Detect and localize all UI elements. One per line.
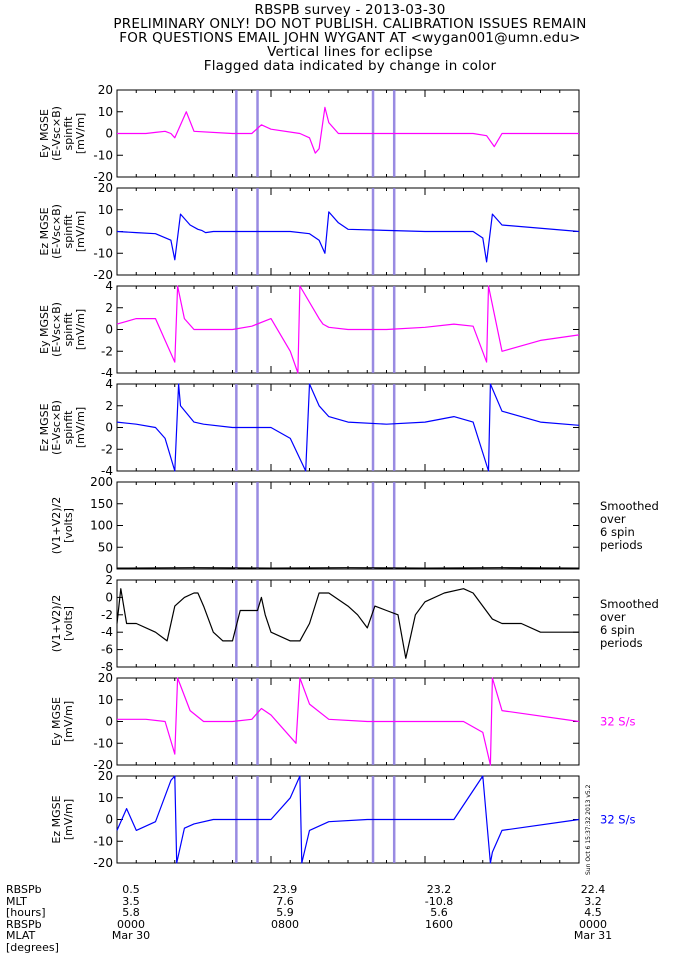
panel-annotation: 32 S/s (600, 715, 635, 729)
y-tick-label: 0 (105, 590, 113, 604)
y-tick-label: -2 (101, 608, 113, 622)
footer-value: 0800 (245, 919, 325, 931)
y-axis-label: [mV/m] (74, 113, 87, 154)
y-axis-label: [volts] (62, 606, 75, 641)
y-tick-label: -10 (93, 246, 113, 260)
footer-value: 0.5 (91, 884, 171, 896)
y-axis-label: [mV/m] (74, 211, 87, 252)
footer-value: 1600 (399, 919, 479, 931)
y-axis-label: [mV/m] (74, 309, 87, 350)
footer-value: 5.8 (91, 907, 171, 919)
footer-column-0000: 0.5 3.5 5.8 0000 Mar 30 (91, 884, 171, 942)
footer-value: Mar 31 (553, 930, 633, 942)
y-tick-label: 100 (90, 519, 113, 533)
panel-annotation: over (600, 610, 626, 624)
y-tick-label: 50 (98, 540, 113, 554)
panel-annotation: periods (600, 636, 643, 650)
y-tick-label: -10 (93, 148, 113, 162)
y-tick-label: 10 (98, 791, 113, 805)
footer-label: [degrees] (6, 942, 59, 954)
y-tick-label: -4 (101, 625, 113, 639)
y-tick-label: 150 (90, 497, 113, 511)
footer-label: RBSPb (6, 884, 59, 896)
y-tick-label: 0 (105, 323, 113, 337)
footer-value: Mar 30 (91, 930, 171, 942)
y-tick-label: -2 (101, 344, 113, 358)
y-tick-label: 0 (105, 225, 113, 239)
footer-value: 5.9 (245, 907, 325, 919)
series-line (117, 776, 579, 863)
series-line (117, 678, 579, 765)
footer-label: MLAT (6, 930, 59, 942)
y-tick-label: 10 (98, 203, 113, 217)
y-tick-label: 200 (90, 475, 113, 489)
y-axis-label: [mV/m] (74, 407, 87, 448)
series-line (117, 212, 579, 262)
y-tick-label: 10 (98, 105, 113, 119)
y-tick-label: 0 (105, 715, 113, 729)
footer-value: 23.2 (399, 884, 479, 896)
panel-frame (117, 384, 579, 471)
footer-value: 23.9 (245, 884, 325, 896)
y-tick-label: 20 (98, 671, 113, 685)
panel-frame (117, 188, 579, 275)
y-tick-label: 4 (105, 377, 113, 391)
panel-annotation: periods (600, 538, 643, 552)
footer-value: 22.4 (553, 884, 633, 896)
footer-column-1600: 23.2 -10.8 5.6 1600 (399, 884, 479, 930)
series-line (117, 589, 579, 659)
timestamp-stamp: Sun Oct 6 15:37:32 2013 v5.2 (585, 784, 592, 875)
panel-annotation: 32 S/s (600, 813, 635, 827)
y-axis-label: [mV/m] (62, 799, 75, 840)
panel-annotation: Smoothed (600, 499, 659, 513)
y-tick-label: 0 (105, 421, 113, 435)
footer-column-0800: 23.9 7.6 5.9 0800 (245, 884, 325, 930)
panel-annotation: 6 spin (600, 525, 635, 539)
series-line (117, 384, 579, 471)
y-tick-label: -10 (93, 834, 113, 848)
panel-annotation: Smoothed (600, 597, 659, 611)
y-tick-label: 4 (105, 279, 113, 293)
y-tick-label: 2 (105, 301, 113, 315)
footer-column-2400: 22.4 3.2 4.5 0000 Mar 31 (553, 884, 633, 942)
y-tick-label: 0 (105, 813, 113, 827)
panel-frame (117, 678, 579, 765)
footer-value: 5.6 (399, 907, 479, 919)
y-tick-label: 20 (98, 769, 113, 783)
y-tick-label: 20 (98, 181, 113, 195)
panel-annotation: 6 spin (600, 623, 635, 637)
y-axis-label: [mV/m] (62, 701, 75, 742)
y-tick-label: 2 (105, 399, 113, 413)
y-axis-label: [volts] (62, 508, 75, 543)
panel-frame (117, 776, 579, 863)
footer-value: 4.5 (553, 907, 633, 919)
y-tick-label: -2 (101, 442, 113, 456)
y-tick-label: 0 (105, 127, 113, 141)
footer-row-labels: RBSPb MLT [hours] RBSPb MLAT [degrees] (6, 884, 59, 953)
series-line (117, 107, 579, 153)
y-tick-label: -6 (101, 643, 113, 657)
y-tick-label: -10 (93, 736, 113, 750)
panel-frame (117, 482, 579, 569)
y-tick-label: 20 (98, 83, 113, 97)
footer-label: [hours] (6, 907, 59, 919)
y-tick-label: 10 (98, 693, 113, 707)
panel-annotation: over (600, 512, 626, 526)
y-tick-label: 2 (105, 573, 113, 587)
y-tick-label: -20 (93, 856, 113, 870)
series-line (117, 286, 579, 373)
